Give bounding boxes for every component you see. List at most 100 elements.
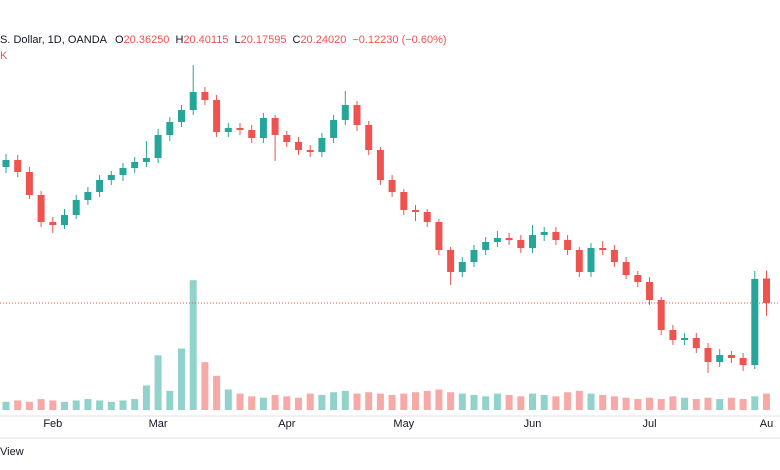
volume-bar — [692, 399, 700, 410]
candle-body — [564, 240, 572, 250]
volume-bar — [505, 394, 513, 410]
x-tick-label: Au — [760, 418, 773, 430]
candle-body — [529, 235, 536, 248]
volume-bar — [751, 396, 759, 410]
volume-bar — [599, 394, 607, 410]
candle-body — [248, 130, 256, 138]
candle-body — [727, 355, 735, 358]
candle-body — [610, 250, 618, 262]
volume-bar — [704, 397, 712, 410]
ohlc-value: 20.40115 — [183, 34, 228, 46]
candle-body — [37, 195, 45, 222]
volume-bar — [213, 375, 221, 410]
volume-bar — [493, 393, 501, 410]
candle-body — [25, 172, 33, 195]
volume-bar — [423, 390, 431, 410]
candle-body — [107, 175, 115, 180]
candle-body — [622, 262, 630, 275]
candle-body — [365, 125, 373, 150]
candle-body — [482, 242, 490, 250]
x-tick-label: Feb — [43, 418, 62, 430]
volume-bar — [763, 393, 770, 410]
candle-body — [388, 180, 396, 192]
volume-bar — [2, 401, 10, 410]
candle-body — [236, 128, 244, 130]
candle-body — [61, 215, 68, 225]
candle-body — [669, 330, 677, 340]
candle-body — [540, 232, 548, 235]
volume-bar — [412, 392, 419, 410]
volume-bar — [388, 394, 396, 410]
x-tick-label: Jun — [524, 418, 542, 430]
volume-bar — [119, 400, 127, 410]
volume-bar — [259, 397, 267, 410]
volume-bar — [400, 393, 408, 410]
candle-body — [154, 135, 162, 158]
volume-bar — [610, 396, 618, 410]
x-tick-label: Jul — [642, 418, 656, 430]
volume-bar — [49, 400, 57, 410]
volume-bar — [587, 393, 595, 410]
candle-body — [353, 105, 361, 125]
candle-body — [2, 160, 10, 167]
volume-bar — [470, 394, 478, 410]
volume-bar — [142, 385, 150, 410]
volume-bar — [458, 393, 466, 410]
candle-body — [189, 92, 197, 110]
symbol: S. Dollar, 1D, OANDA — [0, 34, 108, 46]
volume-bar — [248, 396, 256, 410]
candle-body — [692, 338, 700, 348]
candle-body — [259, 118, 267, 138]
candle-body — [131, 162, 139, 168]
volume-bar — [330, 392, 338, 410]
candle-body — [341, 105, 349, 120]
candle-body — [330, 120, 338, 138]
volume-bar — [341, 390, 349, 410]
candle-body — [587, 248, 595, 272]
legend-line: K — [0, 50, 8, 62]
volume-bar — [376, 393, 384, 410]
candle-body — [306, 150, 314, 152]
change: −0.12230 (−0.60%) — [352, 34, 446, 46]
volume-bar — [84, 399, 92, 410]
candle-body — [412, 210, 419, 212]
volume-bar — [540, 394, 548, 410]
volume-bar — [564, 392, 572, 410]
volume-bar — [271, 394, 279, 410]
volume-bar — [716, 399, 724, 410]
candle-body — [142, 158, 150, 162]
candle-body — [634, 275, 642, 282]
candle-body — [517, 240, 525, 248]
candle-body — [739, 358, 747, 365]
volume-bar — [669, 396, 677, 410]
volume-bar — [681, 397, 689, 410]
candle-body — [318, 138, 326, 152]
ohlc-label: H — [175, 34, 183, 46]
volume-bar — [224, 389, 232, 410]
candle-body — [716, 355, 724, 362]
volume-bar — [657, 399, 665, 410]
footer-text[interactable]: View — [0, 446, 24, 458]
volume-bar — [727, 397, 735, 410]
volume-bar — [447, 392, 455, 410]
volume-bar — [575, 390, 583, 410]
volume-bar — [306, 393, 314, 410]
volume-bar — [435, 389, 443, 410]
ohlc-value: 20.36250 — [124, 34, 170, 46]
volume-bar — [353, 393, 361, 410]
volume-bar — [236, 393, 244, 410]
ohlc-value: 20.17595 — [241, 34, 287, 46]
candle-body — [178, 110, 185, 122]
volume-bar — [178, 348, 185, 410]
volume-bar — [622, 397, 630, 410]
candle-body — [166, 122, 174, 135]
volume-bar — [283, 396, 291, 410]
candle-body — [271, 118, 279, 135]
candle-body — [505, 238, 513, 240]
candle-body — [376, 150, 384, 180]
ohlc-value: 20.24020 — [300, 34, 346, 46]
candle-body — [493, 238, 501, 242]
ohlc-label: C — [292, 34, 300, 46]
